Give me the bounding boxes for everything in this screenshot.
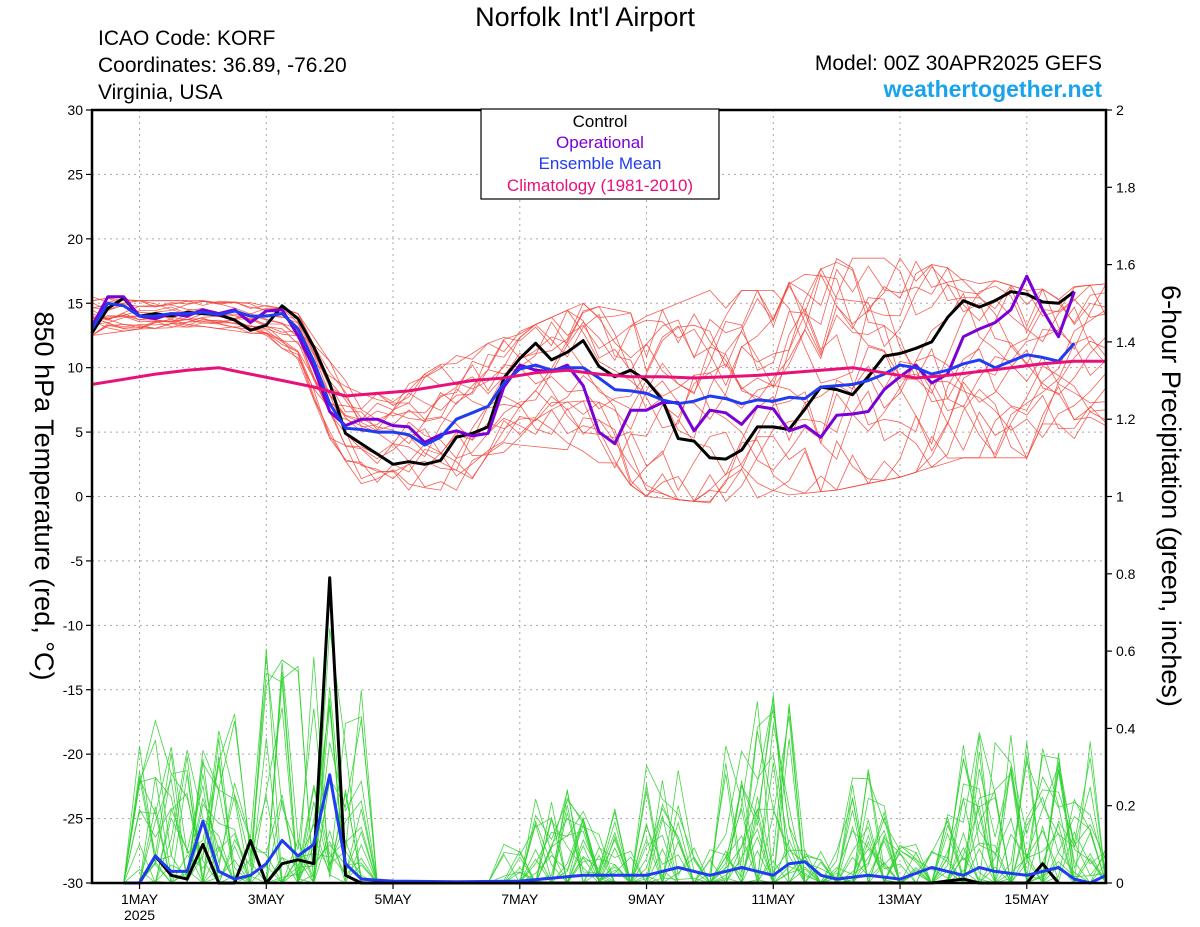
temperature-member-line <box>91 257 1107 441</box>
right-axis-tick-label: 1.2 <box>1116 411 1136 427</box>
grid-lines <box>92 110 1106 883</box>
left-axis-tick-label: 15 <box>67 295 83 311</box>
x-axis-tick-label: 5MAY <box>374 891 412 907</box>
temperature-ensemble-members <box>91 257 1107 504</box>
temperature-member-line <box>91 309 1107 493</box>
x-axis-tick-label: 7MAY <box>501 891 539 907</box>
x-axis-tick-label: 3MAY <box>248 891 286 907</box>
temperature-line-operational <box>90 274 1076 446</box>
temperature-member-line <box>91 318 1107 491</box>
x-axis-tick-label: 15MAY <box>1004 891 1050 907</box>
temperature-member-line <box>91 264 1107 421</box>
chart-title: Norfolk Int'l Airport <box>475 2 695 32</box>
temperature-member-line <box>91 304 1107 502</box>
left-axis-tick-label: 25 <box>67 166 83 182</box>
temperature-member-line <box>91 292 1107 502</box>
right-axis-tick-label: 1 <box>1116 489 1124 505</box>
right-axis-tick-label: 0.4 <box>1116 720 1136 736</box>
left-axis-tick-label: 10 <box>67 360 83 376</box>
left-axis-tick-label: 30 <box>67 102 83 118</box>
precipitation-line-control <box>123 576 1060 885</box>
x-axis-year-label: 2025 <box>124 907 155 923</box>
temperature-member-line <box>91 266 1107 428</box>
left-axis-tick-label: 0 <box>75 489 83 505</box>
legend-ensemble-mean: Ensemble Mean <box>539 154 662 173</box>
right-axis-tick-label: 1.6 <box>1116 257 1136 273</box>
temperature-member-line <box>92 261 1107 445</box>
right-axis-tick-label: 0.6 <box>1116 643 1136 659</box>
region-label: Virginia, USA <box>98 81 223 104</box>
coordinates-label: Coordinates: 36.89, -76.20 <box>98 54 347 77</box>
precipitation-ensemble-members <box>92 587 1107 885</box>
left-axis-tick-label: -25 <box>63 811 83 827</box>
left-axis-tick-label: -10 <box>63 617 83 633</box>
precipitation-line-ensemble-mean <box>123 773 1107 885</box>
precipitation-member-line <box>92 694 1106 885</box>
main-series <box>90 274 1107 885</box>
legend-climatology: Climatology (1981-2010) <box>507 176 693 195</box>
plot-frame <box>90 108 1108 885</box>
model-run-label: Model: 00Z 30APR2025 GEFS <box>814 52 1102 75</box>
temperature-line-climatology-1981-2010 <box>91 359 1106 398</box>
x-axis-tick-label: 11MAY <box>751 891 795 907</box>
temperature-member-line <box>91 304 1107 471</box>
legend-box <box>480 108 720 200</box>
temperature-member-line <box>91 317 1107 502</box>
right-axis-label: 6-hour Precipitation (green, inches) <box>1156 285 1186 707</box>
precipitation-member-line <box>92 713 1107 885</box>
temperature-member-line <box>91 265 1107 433</box>
temperature-line-ensemble-mean <box>90 301 1076 447</box>
left-axis-tick-label: 5 <box>75 424 83 440</box>
x-axis-tick-label: 9MAY <box>628 891 666 907</box>
left-axis-tick-label: -30 <box>63 875 83 891</box>
left-axis-tick-label: -15 <box>63 682 83 698</box>
right-axis-tick-label: 0.8 <box>1116 566 1136 582</box>
right-axis-tick-label: 1.4 <box>1116 334 1136 350</box>
left-axis-tick-label: 20 <box>67 231 83 247</box>
right-axis-tick-label: 0.2 <box>1116 798 1136 814</box>
legend-operational: Operational <box>556 133 644 152</box>
precipitation-member-line <box>92 656 1107 885</box>
left-axis-tick-label: -5 <box>71 553 84 569</box>
legend: Control Operational Ensemble Mean Climat… <box>480 108 720 200</box>
legend-control: Control <box>573 112 628 131</box>
right-axis-tick-label: 0 <box>1116 875 1124 891</box>
left-axis-tick-label: -20 <box>63 746 83 762</box>
x-axis-tick-label: 13MAY <box>878 891 924 907</box>
temperature-member-line <box>91 322 1107 504</box>
temperature-line-control <box>90 290 1076 466</box>
right-axis-tick-label: 1.8 <box>1116 179 1136 195</box>
right-axis-tick-label: 2 <box>1116 102 1124 118</box>
precipitation-member-line <box>92 628 1107 884</box>
website-link[interactable]: weathertogether.net <box>883 76 1102 102</box>
icao-code-label: ICAO Code: KORF <box>98 27 276 50</box>
temperature-member-line <box>91 313 1107 491</box>
x-axis-tick-label: 1MAY <box>121 891 159 907</box>
left-axis-label: 850 hPa Temperature (red, °C) <box>29 312 59 681</box>
axes: 302520151050-5-10-15-20-25-3021.81.61.41… <box>63 102 1136 923</box>
